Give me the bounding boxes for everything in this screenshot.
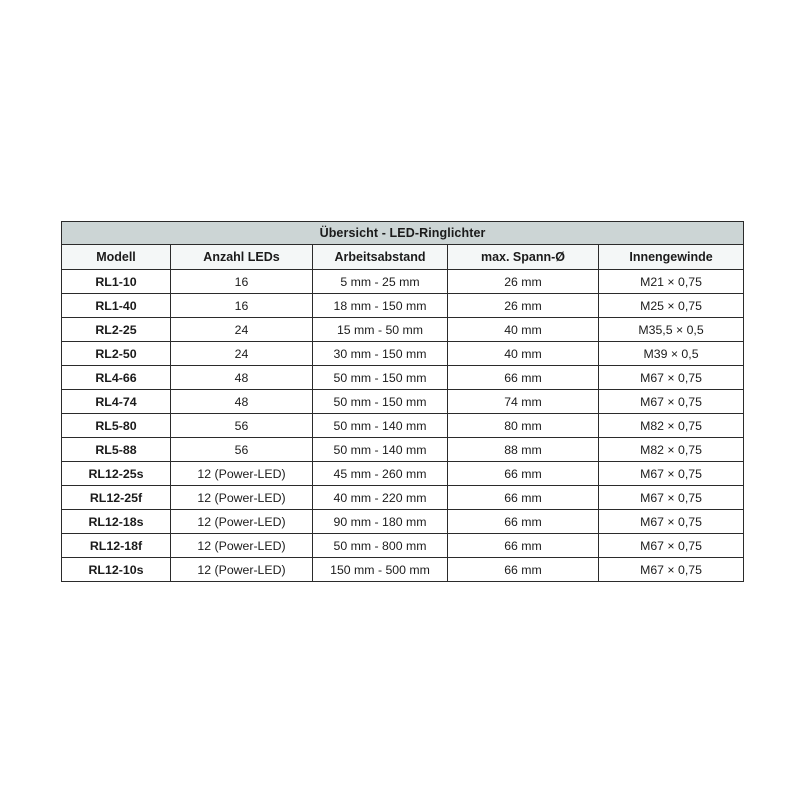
cell-arbeitsabstand: 50 mm - 140 mm — [312, 413, 448, 438]
cell-innengewinde: M67 × 0,75 — [597, 533, 745, 558]
cell-arbeitsabstand: 18 mm - 150 mm — [312, 293, 448, 318]
cell-anzahl-leds: 12 (Power-LED) — [170, 485, 313, 510]
cell-modell: RL12-10s — [61, 557, 171, 582]
cell-anzahl-leds: 12 (Power-LED) — [170, 509, 313, 534]
cell-modell: RL2-50 — [61, 341, 171, 366]
cell-arbeitsabstand: 30 mm - 150 mm — [312, 341, 448, 366]
table-row: RL12-18f 12 (Power-LED) 50 mm - 800 mm 66 m… — [61, 533, 745, 558]
cell-anzahl-leds: 12 (Power-LED) — [170, 533, 313, 558]
cell-arbeitsabstand: 45 mm - 260 mm — [312, 461, 448, 486]
cell-innengewinde: M67 × 0,75 — [597, 389, 745, 414]
cell-modell: RL5-88 — [61, 437, 171, 462]
cell-anzahl-leds: 24 — [170, 341, 313, 366]
cell-modell: RL12-25s — [61, 461, 171, 486]
cell-max-spann-durchmesser: 80 mm — [447, 413, 599, 438]
cell-arbeitsabstand: 90 mm - 180 mm — [312, 509, 448, 534]
cell-arbeitsabstand: 50 mm - 150 mm — [312, 365, 448, 390]
cell-modell: RL12-18s — [61, 509, 171, 534]
column-header-anzahl-leds: Anzahl LEDs — [170, 244, 313, 270]
cell-max-spann-durchmesser: 88 mm — [447, 437, 599, 462]
column-header-arbeitsabstand: Arbeitsabstand — [312, 244, 448, 270]
cell-arbeitsabstand: 40 mm - 220 mm — [312, 485, 448, 510]
cell-arbeitsabstand: 50 mm - 150 mm — [312, 389, 448, 414]
cell-modell: RL1-40 — [61, 293, 171, 318]
cell-anzahl-leds: 12 (Power-LED) — [170, 557, 313, 582]
table-row: RL4-66 48 50 mm - 150 mm 66 mm M67 × 0,75 — [61, 365, 745, 390]
cell-anzahl-leds: 24 — [170, 317, 313, 342]
table-row: RL12-10s 12 (Power-LED) 150 mm - 500 mm 66 … — [61, 557, 745, 582]
cell-modell: RL12-25f — [61, 485, 171, 510]
cell-anzahl-leds: 48 — [170, 389, 313, 414]
cell-innengewinde: M67 × 0,75 — [597, 509, 745, 534]
table-row: RL1-10 16 5 mm - 25 mm 26 mm M21 × 0,75 — [61, 269, 745, 294]
cell-arbeitsabstand: 150 mm - 500 mm — [312, 557, 448, 582]
cell-modell: RL5-80 — [61, 413, 171, 438]
cell-modell: RL4-66 — [61, 365, 171, 390]
table-title-row: Übersicht - LED-Ringlichter — [60, 221, 745, 245]
cell-innengewinde: M82 × 0,75 — [597, 413, 745, 438]
column-header-modell: Modell — [61, 244, 171, 270]
table-row: RL5-80 56 50 mm - 140 mm 80 mm M82 × 0,75 — [61, 413, 745, 438]
table-row: RL12-25f 12 (Power-LED) 40 mm - 220 mm 66 m… — [61, 485, 745, 510]
cell-max-spann-durchmesser: 66 mm — [447, 365, 599, 390]
cell-max-spann-durchmesser: 66 mm — [447, 533, 599, 558]
cell-anzahl-leds: 12 (Power-LED) — [170, 461, 313, 486]
cell-innengewinde: M67 × 0,75 — [597, 461, 745, 486]
cell-arbeitsabstand: 50 mm - 800 mm — [312, 533, 448, 558]
table-head: Übersicht - LED-Ringlichter Modell Anzah… — [60, 221, 745, 270]
spec-table-container: Übersicht - LED-Ringlichter Modell Anzah… — [60, 221, 745, 582]
table-row: RL5-88 56 50 mm - 140 mm 88 mm M82 × 0,75 — [61, 437, 745, 462]
cell-modell: RL12-18f — [61, 533, 171, 558]
cell-innengewinde: M67 × 0,75 — [597, 485, 745, 510]
cell-anzahl-leds: 56 — [170, 437, 313, 462]
cell-anzahl-leds: 16 — [170, 293, 313, 318]
table-row: RL4-74 48 50 mm - 150 mm 74 mm M67 × 0,75 — [61, 389, 745, 414]
cell-max-spann-durchmesser: 66 mm — [447, 461, 599, 486]
cell-innengewinde: M67 × 0,75 — [597, 365, 745, 390]
cell-innengewinde: M67 × 0,75 — [597, 557, 745, 582]
table-title: Übersicht - LED-Ringlichter — [60, 221, 745, 245]
cell-innengewinde: M39 × 0,5 — [597, 341, 745, 366]
table-header-row: Modell Anzahl LEDs Arbeitsabstand max. S… — [61, 244, 745, 270]
cell-max-spann-durchmesser: 26 mm — [447, 293, 599, 318]
cell-max-spann-durchmesser: 26 mm — [447, 269, 599, 294]
cell-arbeitsabstand: 15 mm - 50 mm — [312, 317, 448, 342]
cell-modell: RL1-10 — [61, 269, 171, 294]
led-ringlight-overview-table: Übersicht - LED-Ringlichter Modell Anzah… — [60, 221, 745, 582]
column-header-max-spann-durchmesser: max. Spann-Ø — [447, 244, 599, 270]
cell-modell: RL2-25 — [61, 317, 171, 342]
cell-innengewinde: M21 × 0,75 — [597, 269, 745, 294]
cell-max-spann-durchmesser: 40 mm — [447, 317, 599, 342]
table-row: RL1-40 16 18 mm - 150 mm 26 mm M25 × 0,75 — [61, 293, 745, 318]
cell-max-spann-durchmesser: 66 mm — [447, 509, 599, 534]
cell-max-spann-durchmesser: 74 mm — [447, 389, 599, 414]
cell-anzahl-leds: 16 — [170, 269, 313, 294]
cell-innengewinde: M35,5 × 0,5 — [597, 317, 745, 342]
cell-max-spann-durchmesser: 66 mm — [447, 485, 599, 510]
cell-anzahl-leds: 48 — [170, 365, 313, 390]
table-row: RL2-50 24 30 mm - 150 mm 40 mm M39 × 0,5 — [61, 341, 745, 366]
cell-max-spann-durchmesser: 40 mm — [447, 341, 599, 366]
table-row: RL12-25s 12 (Power-LED) 45 mm - 260 mm 66 m… — [61, 461, 745, 486]
table-body: RL1-10 16 5 mm - 25 mm 26 mm M21 × 0,75 RL1-4… — [61, 269, 745, 582]
cell-arbeitsabstand: 50 mm - 140 mm — [312, 437, 448, 462]
cell-modell: RL4-74 — [61, 389, 171, 414]
table-row: RL2-25 24 15 mm - 50 mm 40 mm M35,5 × 0,5 — [61, 317, 745, 342]
cell-anzahl-leds: 56 — [170, 413, 313, 438]
table-row: RL12-18s 12 (Power-LED) 90 mm - 180 mm 66 m… — [61, 509, 745, 534]
column-header-innengewinde: Innengewinde — [597, 244, 745, 270]
cell-innengewinde: M25 × 0,75 — [597, 293, 745, 318]
cell-innengewinde: M82 × 0,75 — [597, 437, 745, 462]
cell-max-spann-durchmesser: 66 mm — [447, 557, 599, 582]
cell-arbeitsabstand: 5 mm - 25 mm — [312, 269, 448, 294]
